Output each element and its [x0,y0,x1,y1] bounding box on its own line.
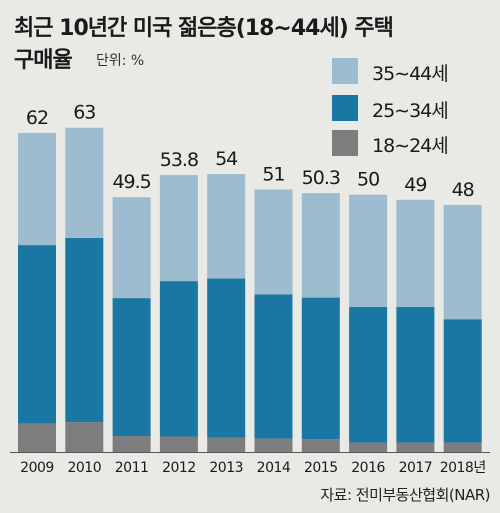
bar-segment-2017-series-2 [396,199,435,307]
chart-title-line2: 구매율 [14,48,73,73]
bar-segment-2018-series-1 [443,319,482,443]
bar-segment-2011-series-1 [112,298,151,437]
x-tick-label: 2017 [399,460,433,476]
bar-segment-2014-series-0 [254,438,293,452]
total-label: 62 [26,107,48,129]
total-label: 54 [215,148,238,170]
total-label: 50.3 [302,167,340,189]
bar-segment-2009-series-2 [18,132,56,246]
bar-segment-2014-series-1 [254,294,293,439]
x-tick-label: 2009 [20,460,54,476]
total-label: 49.5 [112,171,150,193]
legend-label-18-24: 18∼24세 [372,135,449,157]
bar-segment-2012-series-0 [159,436,198,452]
bar-segment-2011-series-2 [112,197,151,299]
x-tick-label: 2012 [162,460,196,476]
bar-segment-2013-series-1 [207,278,246,438]
bar-segment-2013-series-2 [207,174,246,279]
bar-segment-2010-series-0 [65,422,104,452]
bar-segment-2018-series-2 [443,204,482,320]
x-tick-label: 2014 [257,460,291,476]
legend-label-25-34: 25∼34세 [372,100,449,122]
legend-swatch-18-24 [332,130,358,156]
bar-segment-2017-series-0 [396,442,435,452]
x-tick-label: 2011 [115,460,149,476]
x-tick-label: 2016 [351,460,385,476]
bar-segment-2010-series-2 [65,127,104,238]
chart-title: 최근 10년간 미국 젊은층(18∼44세) 주택 [14,16,394,41]
legend-swatch-35-44 [332,58,358,84]
bar-segment-2014-series-2 [254,189,293,295]
bar-segment-2009-series-0 [18,423,56,452]
unit-label: 단위: % [96,53,145,69]
bar-segment-2012-series-1 [159,281,198,437]
total-label: 49 [404,174,426,196]
total-label: 48 [452,179,474,201]
x-tick-label: 2018년 [440,460,486,476]
bar-segment-2015-series-0 [301,439,340,452]
legend-swatch-25-34 [332,95,358,121]
total-label: 63 [73,102,95,124]
x-tick-label: 2015 [304,460,338,476]
total-label: 53.8 [160,149,198,171]
bar-segment-2015-series-2 [301,193,340,298]
source-note: 자료: 전미부동산협회(NAR) [320,486,490,504]
bar-segment-2016-series-2 [349,194,388,307]
bar-segment-2012-series-2 [159,175,198,282]
bar-segment-2016-series-0 [349,442,388,452]
bar-segment-2016-series-1 [349,306,388,443]
bar-segment-2013-series-0 [207,437,246,452]
bar-segment-2009-series-1 [18,245,56,424]
x-tick-label: 2013 [209,460,243,476]
bar-segment-2015-series-1 [301,297,340,440]
bar-segment-2011-series-0 [112,436,151,452]
bar-segment-2010-series-1 [65,237,104,423]
total-label: 51 [262,164,284,186]
total-label: 50 [357,169,379,191]
bar-segment-2017-series-1 [396,306,435,443]
x-tick-label: 2010 [67,460,101,476]
legend-label-35-44: 35∼44세 [372,63,449,85]
bar-segment-2018-series-0 [443,442,482,452]
